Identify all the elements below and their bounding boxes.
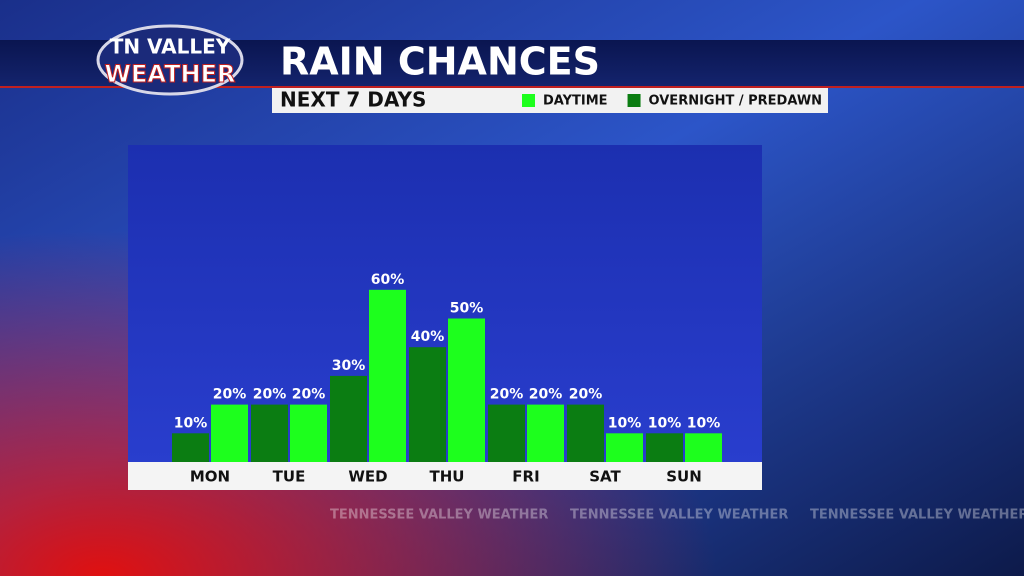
data-label: 10% — [174, 415, 208, 431]
bar — [527, 404, 564, 462]
subheader-bar — [272, 88, 828, 113]
bar — [606, 433, 643, 462]
bar — [448, 318, 485, 462]
bar — [685, 433, 722, 462]
bar — [172, 433, 209, 462]
watermark: TENNESSEE VALLEY WEATHER TENNESSEE VALLEY… — [330, 508, 1024, 523]
watermark-text: TENNESSEE VALLEY WEATHER — [330, 508, 548, 523]
bar — [369, 289, 406, 462]
legend-label: OVERNIGHT / PREDAWN — [649, 94, 823, 109]
x-tick-label: THU — [430, 468, 465, 486]
watermark-text: TENNESSEE VALLEY WEATHER — [570, 508, 788, 523]
legend: DAYTIME OVERNIGHT / PREDAWN — [522, 94, 822, 109]
category-strip — [128, 462, 762, 490]
bar — [646, 433, 683, 462]
legend-label: DAYTIME — [543, 94, 608, 109]
bar — [211, 404, 248, 462]
plot: MON 10% 20% TUE 20% 20% WED 30% 60% THU 40% 50% FRI 2… — [172, 272, 722, 486]
bar — [251, 404, 288, 462]
watermark-text: TENNESSEE VALLEY WEATHER — [810, 508, 1024, 523]
data-label: 30% — [332, 358, 366, 374]
data-label: 20% — [529, 387, 563, 403]
data-label: 20% — [569, 387, 603, 403]
logo-text: TN VALLEY — [110, 35, 231, 59]
data-label: 20% — [213, 387, 247, 403]
data-label: 40% — [411, 329, 445, 345]
logo-badge — [96, 24, 244, 96]
bar — [567, 404, 604, 462]
header-rule — [0, 86, 1024, 88]
x-tick-label: MON — [190, 468, 230, 486]
x-tick-label: SAT — [589, 468, 621, 486]
data-label: 10% — [687, 415, 721, 431]
x-tick-label: WED — [348, 468, 387, 486]
chart-subtitle: NEXT 7 DAYS — [280, 88, 426, 112]
legend-swatch — [522, 94, 535, 107]
logo-text: WEATHER — [105, 60, 236, 88]
data-label: 10% — [648, 415, 682, 431]
chart-title: RAIN CHANCES — [280, 40, 600, 84]
bar — [290, 404, 327, 462]
data-label: 50% — [450, 301, 484, 317]
data-label: 20% — [253, 387, 287, 403]
bar — [409, 347, 446, 462]
legend-swatch — [627, 94, 641, 107]
x-tick-label: FRI — [512, 468, 539, 486]
data-label: 10% — [608, 415, 642, 431]
bar — [330, 375, 367, 462]
data-label: 20% — [490, 387, 524, 403]
bar — [488, 404, 525, 462]
x-tick-label: TUE — [273, 468, 306, 486]
data-label: 20% — [292, 387, 326, 403]
x-tick-label: SUN — [666, 468, 702, 486]
data-label: 60% — [371, 272, 405, 288]
